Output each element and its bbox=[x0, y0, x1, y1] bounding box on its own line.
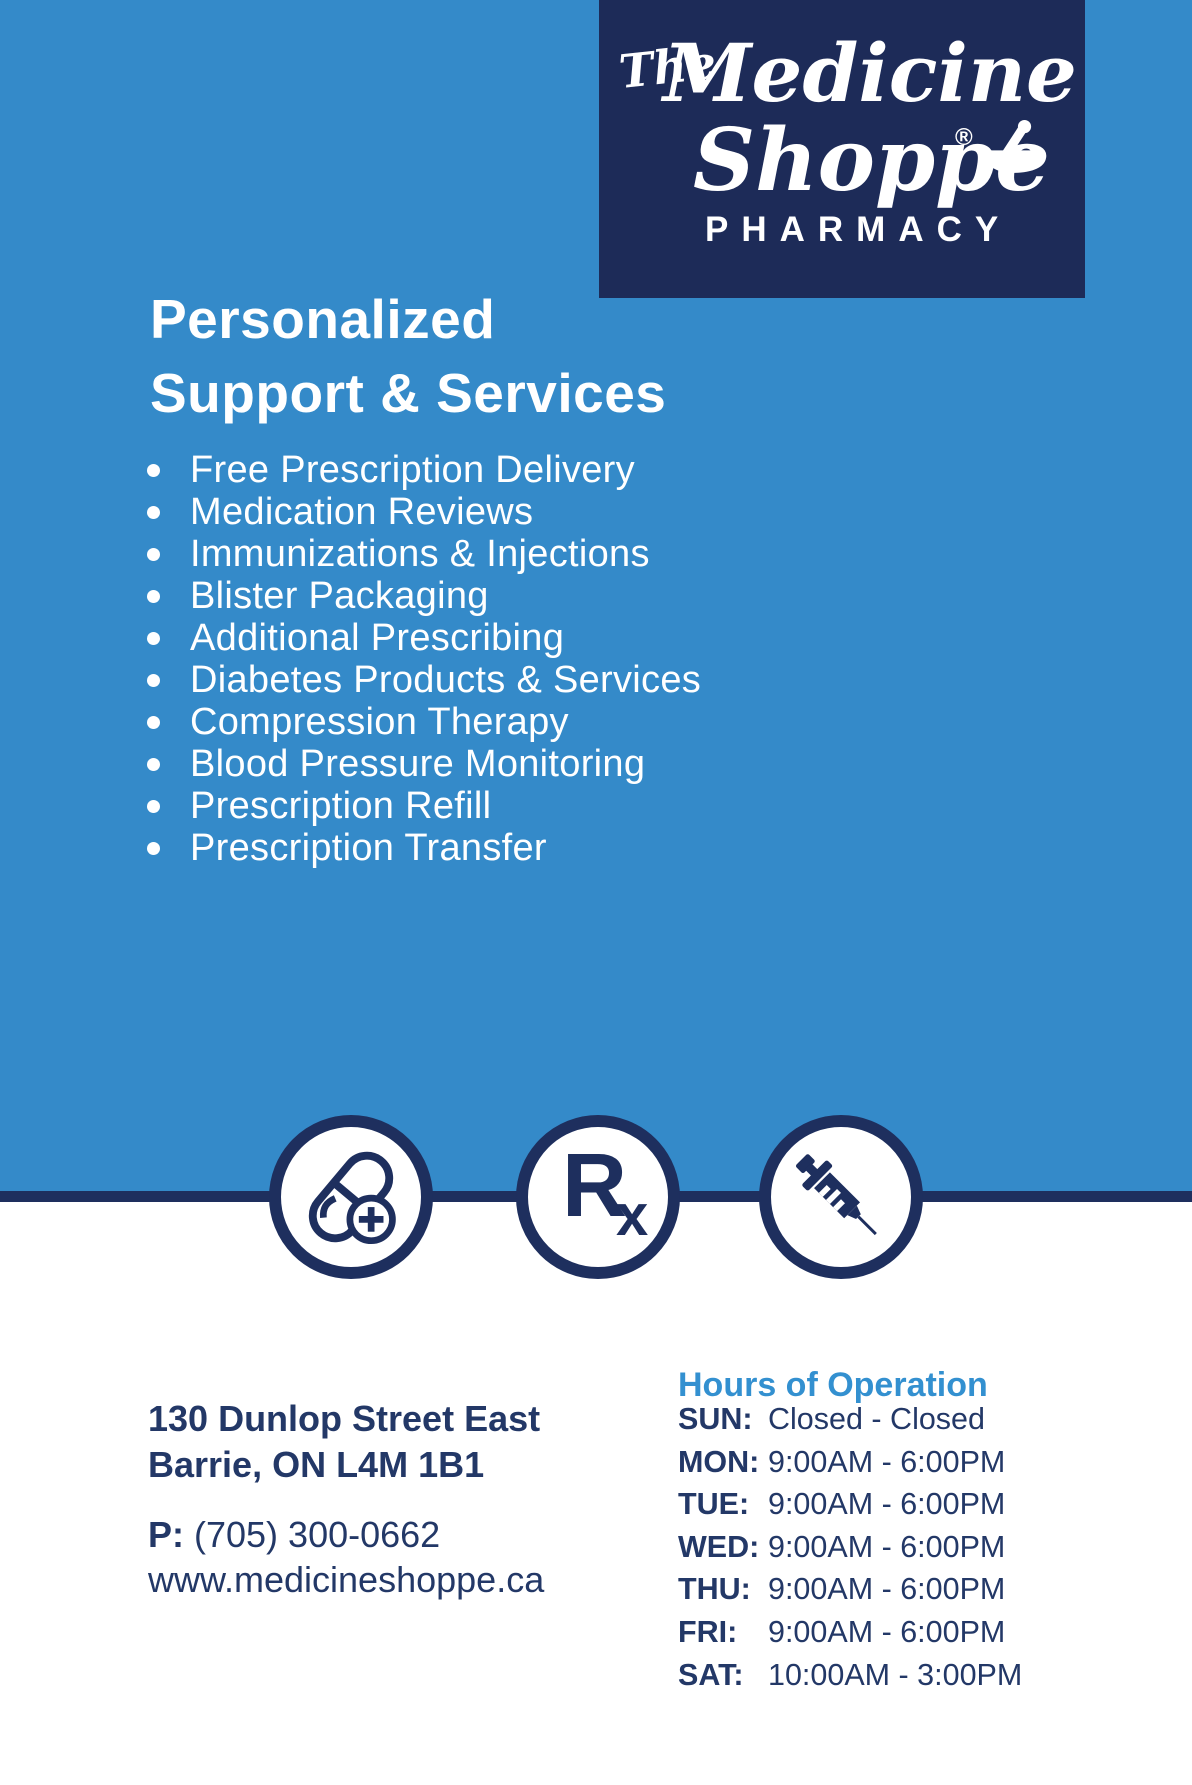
hours-time: 9:00AM - 6:00PM bbox=[768, 1487, 1006, 1522]
hours-title: Hours of Operation bbox=[678, 1366, 988, 1404]
list-item: Free Prescription Delivery bbox=[147, 449, 701, 491]
hours-day: FRI: bbox=[678, 1614, 738, 1649]
list-item: Blood Pressure Monitoring bbox=[147, 743, 701, 785]
list-item: Diabetes Products & Services bbox=[147, 659, 701, 701]
contact-block: P: (705) 300-0662 www.medicineshoppe.ca bbox=[148, 1512, 544, 1602]
hours-row: FRI: 9:00AM - 6:00PM bbox=[678, 1611, 1022, 1654]
list-item: Immunizations & Injections bbox=[147, 533, 701, 575]
address-line1: 130 Dunlop Street East bbox=[148, 1398, 541, 1439]
hours-time: 9:00AM - 6:00PM bbox=[768, 1444, 1006, 1479]
hours-time: 9:00AM - 6:00PM bbox=[768, 1572, 1006, 1607]
website-url: www.medicineshoppe.ca bbox=[148, 1559, 545, 1600]
hours-row: WED: 9:00AM - 6:00PM bbox=[678, 1526, 1022, 1569]
rx-circle-badge: R x bbox=[516, 1115, 680, 1279]
mortar-pestle-icon bbox=[982, 119, 1038, 173]
hours-day: WED: bbox=[678, 1529, 760, 1564]
services-list: Free Prescription Delivery Medication Re… bbox=[147, 449, 701, 869]
list-item: Additional Prescribing bbox=[147, 617, 701, 659]
hours-day: THU: bbox=[678, 1572, 751, 1607]
hours-row: MON: 9:00AM - 6:00PM bbox=[678, 1441, 1022, 1484]
list-item: Medication Reviews bbox=[147, 491, 701, 533]
page-title-line2: Support & Services bbox=[150, 362, 667, 424]
store-address: 130 Dunlop Street East Barrie, ON L4M 1B… bbox=[148, 1396, 540, 1488]
hours-day: TUE: bbox=[678, 1487, 750, 1522]
hours-table: SUN: Closed - Closed MON: 9:00AM - 6:00PM … bbox=[678, 1398, 1022, 1696]
registered-trademark: ® bbox=[955, 124, 973, 151]
logo-box: The Medicine Shoppe ® PHARMACY bbox=[599, 0, 1085, 298]
phone-label: P: bbox=[148, 1514, 184, 1555]
page-title: Personalized Support & Services bbox=[150, 282, 666, 430]
phone-line: P: (705) 300-0662 bbox=[148, 1512, 544, 1557]
pill-plus-icon bbox=[308, 1151, 396, 1245]
hours-time: 9:00AM - 6:00PM bbox=[768, 1529, 1006, 1564]
list-item: Prescription Transfer bbox=[147, 827, 701, 869]
hours-row: THU: 9:00AM - 6:00PM bbox=[678, 1568, 1022, 1611]
address-line2: Barrie, ON L4M 1B1 bbox=[148, 1444, 485, 1485]
hours-day: MON: bbox=[678, 1444, 760, 1479]
rx-icon: R bbox=[562, 1136, 627, 1236]
phone-number: (705) 300-0662 bbox=[184, 1514, 441, 1555]
hours-time: Closed - Closed bbox=[768, 1402, 985, 1436]
hours-row: SAT: 10:00AM - 3:00PM bbox=[678, 1654, 1022, 1697]
rx-icon-x: x bbox=[616, 1183, 649, 1248]
hours-time: 9:00AM - 6:00PM bbox=[768, 1614, 1006, 1649]
list-item: Prescription Refill bbox=[147, 785, 701, 827]
logo-word-pharmacy: PHARMACY bbox=[705, 210, 1012, 249]
list-item: Compression Therapy bbox=[147, 701, 701, 743]
page-title-line1: Personalized bbox=[150, 288, 496, 350]
pill-circle-badge bbox=[269, 1115, 433, 1279]
logo-word-medicine: Medicine bbox=[663, 26, 1077, 120]
hours-row: TUE: 9:00AM - 6:00PM bbox=[678, 1483, 1022, 1526]
hours-day: SAT: bbox=[678, 1657, 744, 1692]
hours-day: SUN: bbox=[678, 1402, 753, 1436]
syringe-circle-badge bbox=[759, 1115, 923, 1279]
syringe-icon bbox=[795, 1154, 877, 1236]
hours-row: SUN: Closed - Closed bbox=[678, 1398, 1022, 1441]
hours-time: 10:00AM - 3:00PM bbox=[768, 1657, 1023, 1692]
list-item: Blister Packaging bbox=[147, 575, 701, 617]
